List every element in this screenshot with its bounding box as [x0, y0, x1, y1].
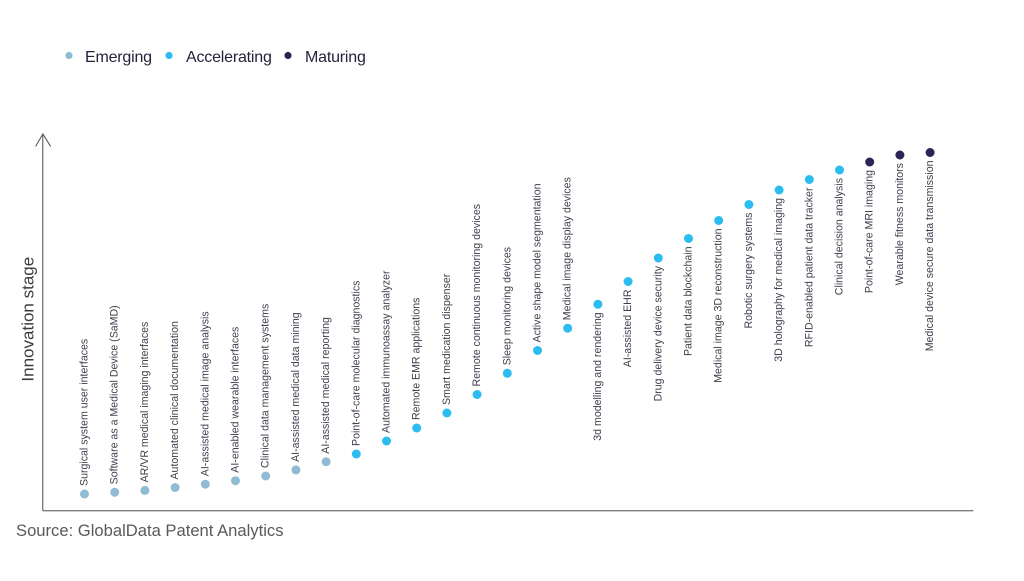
svg-text:Remote continuous monitoring d: Remote continuous monitoring devices	[471, 204, 483, 387]
svg-text:Software as a Medical Device (: Software as a Medical Device (SaMD)	[109, 305, 121, 484]
svg-text:Active shape model segmentatio: Active shape model segmentation	[532, 183, 544, 342]
svg-text:Innovation stage: Innovation stage	[19, 257, 38, 382]
svg-text:Automated immunoassay analyzer: Automated immunoassay analyzer	[381, 270, 393, 433]
svg-text:Point-of-care molecular diagno: Point-of-care molecular diagnostics	[350, 281, 362, 446]
svg-text:Drug delivery device security: Drug delivery device security	[652, 265, 664, 401]
svg-text:RFID-enabled patient data trac: RFID-enabled patient data tracker	[803, 187, 815, 347]
svg-text:Point-of-care MRI imaging: Point-of-care MRI imaging	[864, 170, 876, 293]
svg-text:Maturing: Maturing	[305, 49, 366, 66]
svg-text:Medical image display devices: Medical image display devices	[562, 177, 574, 320]
svg-text:Clinical decision analysis: Clinical decision analysis	[834, 178, 846, 295]
svg-text:Clinical data management syste: Clinical data management systems	[260, 304, 272, 468]
svg-text:AI-assisted medical reporting: AI-assisted medical reporting	[320, 317, 332, 454]
svg-text:Sleep monitoring devices: Sleep monitoring devices	[501, 247, 513, 365]
svg-text:3D holography for medical imag: 3D holography for medical imaging	[773, 198, 785, 362]
svg-text:Patient data blockchain: Patient data blockchain	[683, 246, 695, 356]
svg-text:Source: GlobalData Patent Anal: Source: GlobalData Patent Analytics	[16, 521, 284, 540]
svg-text:Remote EMR applications: Remote EMR applications	[411, 298, 423, 420]
svg-text:Wearable fitness monitors: Wearable fitness monitors	[894, 163, 906, 285]
svg-text:AI-assisted EHR: AI-assisted EHR	[622, 289, 634, 367]
svg-text:Robotic surgery systems: Robotic surgery systems	[743, 213, 755, 329]
svg-text:Automated clinical documentati: Automated clinical documentation	[169, 321, 181, 480]
svg-text:Surgical system user interface: Surgical system user interfaces	[79, 339, 91, 486]
svg-text:Medical image 3D reconstructio: Medical image 3D reconstruction	[713, 228, 725, 382]
svg-text:Smart medication dispenser: Smart medication dispenser	[441, 273, 453, 405]
svg-text:AR/VR medical imaging interfac: AR/VR medical imaging interfaces	[139, 322, 151, 483]
svg-text:AI-assisted medical image anal: AI-assisted medical image analysis	[199, 311, 211, 476]
svg-text:Medical device secure data tra: Medical device secure data transmission	[924, 160, 936, 351]
svg-text:Accelerating: Accelerating	[186, 49, 272, 66]
svg-text:Emerging: Emerging	[85, 49, 152, 66]
svg-text:3d modelling and rendering: 3d modelling and rendering	[592, 312, 604, 441]
svg-text:AI-enabled wearable interfaces: AI-enabled wearable interfaces	[230, 327, 242, 473]
svg-text:AI-assisted medical data minin: AI-assisted medical data mining	[290, 312, 302, 462]
